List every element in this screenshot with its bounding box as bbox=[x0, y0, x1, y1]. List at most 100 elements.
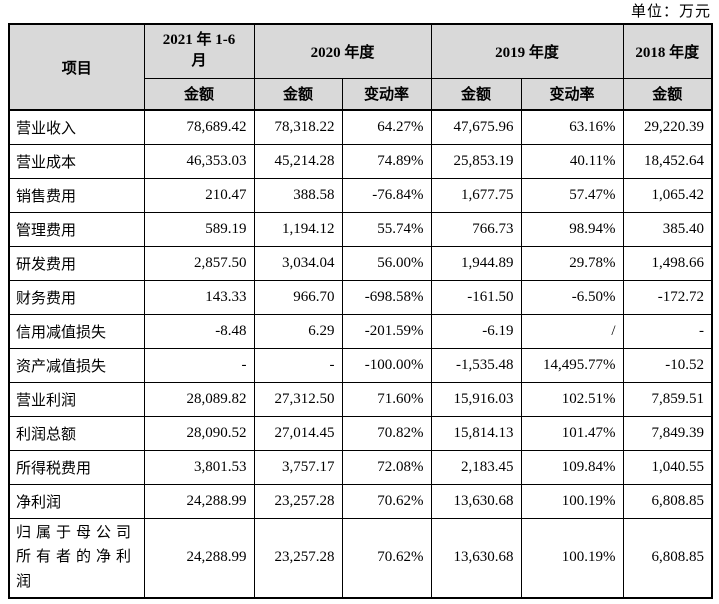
cell: 1,065.42 bbox=[622, 177, 713, 213]
cell: 29,220.39 bbox=[622, 109, 713, 145]
cell: -6.19 bbox=[430, 313, 522, 349]
cell: -76.84% bbox=[341, 177, 432, 213]
cell: 23,257.28 bbox=[253, 517, 343, 599]
cell: -1,535.48 bbox=[430, 347, 522, 383]
cell: -100.00% bbox=[341, 347, 432, 383]
cell: 18,452.64 bbox=[622, 143, 713, 179]
cell: 966.70 bbox=[253, 279, 343, 315]
cell: 63.16% bbox=[520, 109, 624, 145]
table-body: 营业收入 78,689.42 78,318.22 64.27% 47,675.9… bbox=[8, 109, 713, 599]
header-period-2019: 2019 年度 bbox=[430, 23, 624, 79]
cell: 70.82% bbox=[341, 415, 432, 451]
cell: 72.08% bbox=[341, 449, 432, 485]
header-period-2018: 2018 年度 bbox=[622, 23, 713, 79]
row-label: 财务费用 bbox=[8, 279, 145, 315]
table-row-finance-expense: 财务费用 143.33 966.70 -698.58% -161.50 -6.5… bbox=[8, 279, 713, 315]
cell: 766.73 bbox=[430, 211, 522, 247]
row-label: 归属于母公司所有者的净利润 bbox=[8, 517, 145, 599]
cell: -698.58% bbox=[341, 279, 432, 315]
cell: -8.48 bbox=[143, 313, 255, 349]
cell: 1,677.75 bbox=[430, 177, 522, 213]
table-row-income-tax: 所得税费用 3,801.53 3,757.17 72.08% 2,183.45 … bbox=[8, 449, 713, 485]
cell: 28,090.52 bbox=[143, 415, 255, 451]
row-label: 销售费用 bbox=[8, 177, 145, 213]
cell: -6.50% bbox=[520, 279, 624, 315]
row-label: 营业成本 bbox=[8, 143, 145, 179]
cell: 56.00% bbox=[341, 245, 432, 281]
cell: 78,318.22 bbox=[253, 109, 343, 145]
cell: 28,089.82 bbox=[143, 381, 255, 417]
cell: 46,353.03 bbox=[143, 143, 255, 179]
table-row-total-profit: 利润总额 28,090.52 27,014.45 70.82% 15,814.1… bbox=[8, 415, 713, 451]
header-period-2021h1: 2021 年 1-6 月 bbox=[143, 23, 255, 79]
cell: - bbox=[253, 347, 343, 383]
cell: 47,675.96 bbox=[430, 109, 522, 145]
cell: 64.27% bbox=[341, 109, 432, 145]
cell: 3,034.04 bbox=[253, 245, 343, 281]
table-row-revenue: 营业收入 78,689.42 78,318.22 64.27% 47,675.9… bbox=[8, 109, 713, 145]
cell: 7,859.51 bbox=[622, 381, 713, 417]
cell: 6,808.85 bbox=[622, 517, 713, 599]
cell: 2,183.45 bbox=[430, 449, 522, 485]
row-label: 管理费用 bbox=[8, 211, 145, 247]
cell: -10.52 bbox=[622, 347, 713, 383]
cell: -172.72 bbox=[622, 279, 713, 315]
cell: 70.62% bbox=[341, 483, 432, 519]
cell: 27,312.50 bbox=[253, 381, 343, 417]
cell: 24,288.99 bbox=[143, 483, 255, 519]
cell: 40.11% bbox=[520, 143, 624, 179]
row-label: 所得税费用 bbox=[8, 449, 145, 485]
cell: 385.40 bbox=[622, 211, 713, 247]
cell: 1,944.89 bbox=[430, 245, 522, 281]
cell: 13,630.68 bbox=[430, 517, 522, 599]
table-row-rd-expense: 研发费用 2,857.50 3,034.04 56.00% 1,944.89 2… bbox=[8, 245, 713, 281]
cell: 98.94% bbox=[520, 211, 624, 247]
cell: 589.19 bbox=[143, 211, 255, 247]
table-header: 项目 2021 年 1-6 月 2020 年度 2019 年度 2018 年度 … bbox=[8, 23, 713, 111]
row-label: 营业收入 bbox=[8, 109, 145, 145]
table-row-selling-expense: 销售费用 210.47 388.58 -76.84% 1,677.75 57.4… bbox=[8, 177, 713, 213]
cell: 71.60% bbox=[341, 381, 432, 417]
cell: -161.50 bbox=[430, 279, 522, 315]
cell: 100.19% bbox=[520, 517, 624, 599]
header-row-periods: 项目 2021 年 1-6 月 2020 年度 2019 年度 2018 年度 bbox=[8, 23, 713, 111]
cell: 388.58 bbox=[253, 177, 343, 213]
unit-label: 单位：万元 bbox=[630, 4, 711, 20]
cell: - bbox=[622, 313, 713, 349]
cell: 1,498.66 bbox=[622, 245, 713, 281]
cell: 15,916.03 bbox=[430, 381, 522, 417]
row-label: 营业利润 bbox=[8, 381, 145, 417]
cell: 143.33 bbox=[143, 279, 255, 315]
cell: 15,814.13 bbox=[430, 415, 522, 451]
cell: 57.47% bbox=[520, 177, 624, 213]
cell: 23,257.28 bbox=[253, 483, 343, 519]
header-item: 项目 bbox=[8, 23, 145, 111]
table-row-asset-impairment: 资产减值损失 - - -100.00% -1,535.48 14,495.77%… bbox=[8, 347, 713, 383]
cell: 1,194.12 bbox=[253, 211, 343, 247]
cell: 27,014.45 bbox=[253, 415, 343, 451]
cell: 7,849.39 bbox=[622, 415, 713, 451]
cell: 210.47 bbox=[143, 177, 255, 213]
cell: 29.78% bbox=[520, 245, 624, 281]
cell: 6,808.85 bbox=[622, 483, 713, 519]
row-label: 信用减值损失 bbox=[8, 313, 145, 349]
table-row-operating-profit: 营业利润 28,089.82 27,312.50 71.60% 15,916.0… bbox=[8, 381, 713, 417]
cell: 3,757.17 bbox=[253, 449, 343, 485]
cell: 2,857.50 bbox=[143, 245, 255, 281]
table-row-cost: 营业成本 46,353.03 45,214.28 74.89% 25,853.1… bbox=[8, 143, 713, 179]
header-amount-2019: 金额 bbox=[430, 77, 522, 111]
cell: 102.51% bbox=[520, 381, 624, 417]
cell: 70.62% bbox=[341, 517, 432, 599]
financial-summary-table: 项目 2021 年 1-6 月 2020 年度 2019 年度 2018 年度 … bbox=[8, 23, 714, 599]
cell: 24,288.99 bbox=[143, 517, 255, 599]
header-amount-2018: 金额 bbox=[622, 77, 713, 111]
row-label: 研发费用 bbox=[8, 245, 145, 281]
cell: 109.84% bbox=[520, 449, 624, 485]
cell: 6.29 bbox=[253, 313, 343, 349]
cell: 14,495.77% bbox=[520, 347, 624, 383]
header-change-2019: 变动率 bbox=[520, 77, 624, 111]
cell: 25,853.19 bbox=[430, 143, 522, 179]
cell: -201.59% bbox=[341, 313, 432, 349]
cell: 45,214.28 bbox=[253, 143, 343, 179]
cell: 13,630.68 bbox=[430, 483, 522, 519]
